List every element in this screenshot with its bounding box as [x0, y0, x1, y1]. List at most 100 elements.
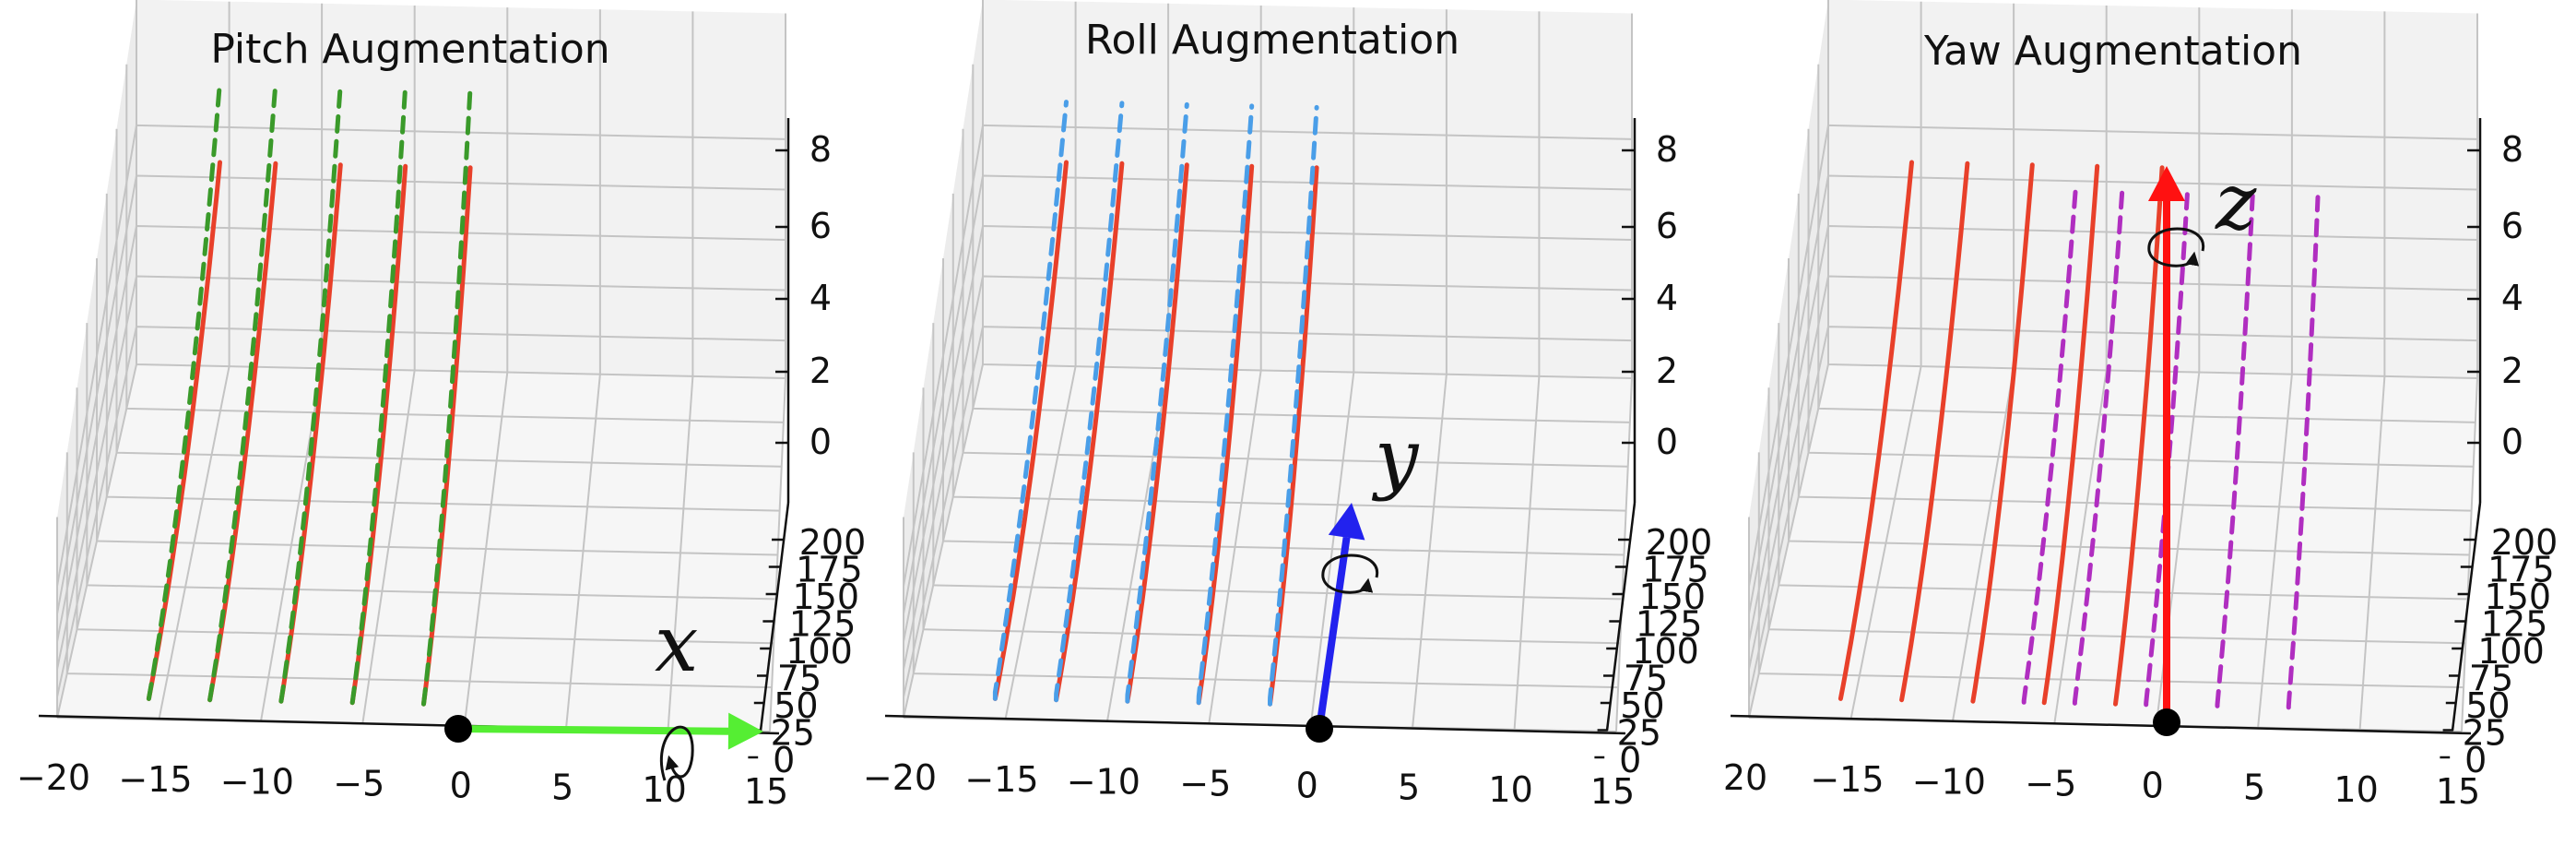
rotation-symbol-icon	[1321, 553, 1378, 594]
y-tick-label: 50	[774, 685, 818, 726]
x-tick-label: −5	[333, 763, 384, 803]
x-tick-label: −10	[1067, 761, 1140, 802]
y-tick-label: 200	[2491, 522, 2558, 563]
rotation-symbol-icon	[659, 725, 694, 781]
z-tick-label: 0	[809, 422, 832, 462]
roll-title: Roll Augmentation	[1085, 17, 1459, 64]
roll-panel: −20 −15 −10 −5 0 5 10 15 8 6 4 2 0 200175150125100755…	[863, 0, 1712, 812]
augmented-trajectory-0	[2021, 189, 2078, 705]
pitch-trajectories	[146, 79, 473, 707]
z-tick-label: 8	[809, 129, 832, 170]
z-tick-label: 4	[2501, 278, 2523, 318]
x-tick-label: 10	[1488, 769, 1532, 810]
x-tick-label: 5	[2243, 768, 2265, 808]
z-tick-label: 4	[809, 278, 832, 318]
y-tick-label: 0	[773, 740, 795, 780]
augmented-trajectory-3	[349, 83, 408, 706]
y-tick-label: 175	[1642, 550, 1709, 590]
augmented-trajectory-1	[1054, 101, 1125, 703]
augmented-trajectory-1	[207, 80, 278, 703]
yaw-trajectories	[1837, 160, 2321, 710]
roll-tick-labels: −20 −15 −10 −5 0 5 10 15 8 6 4 2 0 200175150125100755…	[863, 129, 1712, 812]
x-tick-label: 20	[1723, 757, 1767, 798]
x-tick-label: −20	[863, 757, 937, 798]
x-tick-label: 0	[450, 766, 472, 806]
y-tick-label: 25	[771, 713, 815, 754]
augmented-trajectory-2	[278, 82, 343, 704]
yaw-axes	[1730, 118, 2482, 759]
rotation-axis-arrowhead	[2148, 166, 2185, 201]
z-tick-label: 6	[1656, 206, 1678, 246]
augmented-trajectory-2	[1125, 101, 1189, 704]
yaw-grid	[1748, 0, 2478, 732]
y-tick-label: 125	[789, 604, 857, 645]
rotation-axis-label: y	[1371, 412, 1420, 503]
x-tick-label: 15	[1590, 771, 1635, 812]
y-tick-label: 75	[2469, 659, 2513, 699]
grid-line-y	[1817, 64, 2476, 423]
original-trajectory-2	[1970, 162, 2035, 704]
z-tick-label: 4	[1656, 278, 1678, 318]
pitch-title: Pitch Augmentation	[210, 26, 609, 73]
rotation-axis-shaft	[457, 725, 729, 735]
y-tick-label: 175	[2487, 550, 2555, 590]
augmented-trajectory-2	[2144, 192, 2190, 708]
rotation-axis-shaft	[1316, 537, 1351, 730]
grid-line-y	[972, 64, 1630, 423]
y-tick-label: 125	[1636, 604, 1703, 645]
y-tick-label: 100	[786, 631, 853, 672]
grid-line-z	[56, 124, 786, 587]
x-tick-label: 5	[551, 768, 573, 808]
augmented-trajectory-4	[1268, 104, 1319, 707]
x-tick-label: −15	[964, 759, 1038, 800]
original-trajectory-0	[1837, 160, 1914, 701]
x-tick-label: 10	[2334, 769, 2378, 810]
y-tick-label: 25	[1617, 713, 1661, 754]
origin-dot	[2153, 708, 2180, 736]
y-tick-label: 100	[1632, 631, 1699, 672]
origin-dot	[444, 715, 472, 743]
augmented-trajectory-3	[2215, 193, 2255, 708]
rotation-axis-arrowhead	[727, 712, 763, 750]
back-wall	[136, 0, 786, 378]
x-tick-label: 15	[744, 771, 788, 812]
rotation-axis-label: z	[2215, 157, 2257, 247]
x-axis-line	[1730, 714, 2472, 735]
z-tick-label: 2	[809, 351, 832, 391]
y-tick-label: 200	[1646, 522, 1713, 563]
original-trajectory-0	[992, 160, 1069, 701]
yaw-tick-labels: 20 −15 −10 −5 0 5 10 15864202001751501251007550…	[1723, 129, 2558, 812]
y-tick-label: 100	[2477, 631, 2545, 672]
grid-line-z	[903, 124, 1633, 587]
rotation-axis-label: x	[655, 599, 698, 689]
back-wall	[983, 0, 1632, 378]
y-tick-label: 0	[1619, 740, 1641, 780]
original-trajectory-1	[1054, 161, 1125, 703]
roll-rotation-axis: y	[1306, 412, 1420, 743]
x-tick-label: 0	[2142, 766, 2164, 806]
z-tick-label: 6	[2501, 206, 2523, 246]
x-tick-label: −15	[1810, 759, 1884, 800]
original-trajectory-4	[2113, 165, 2165, 707]
x-tick-label: 0	[1296, 766, 1318, 806]
x-tick-label: −15	[118, 759, 192, 800]
augmented-trajectory-4	[421, 85, 473, 707]
z-tick-label: 2	[1656, 351, 1678, 391]
x-tick-label: −5	[1179, 763, 1231, 803]
origin-dot	[1306, 715, 1333, 743]
grid-line-z	[903, 174, 1633, 614]
augmented-trajectory-0	[146, 79, 222, 701]
yaw-panel: 20 −15 −10 −5 0 5 10 15864202001751501251007550…	[1723, 0, 2558, 812]
grid-line-y	[1827, 0, 2478, 379]
z-tick-label: 8	[1656, 129, 1678, 170]
yaw-rotation-axis: z	[2147, 157, 2257, 736]
x-tick-label: −20	[17, 757, 90, 798]
roll-trajectories	[992, 100, 1319, 707]
grid-line-y	[136, 0, 786, 379]
grid-line-z	[1748, 124, 2478, 587]
y-tick-label: 75	[1624, 659, 1668, 699]
pitch-panel: −20 −15 −10 −5 0 5 10 1586420200175150125100755…	[17, 0, 866, 812]
x-tick-label: −10	[220, 761, 294, 802]
y-tick-label: 0	[2464, 740, 2487, 780]
